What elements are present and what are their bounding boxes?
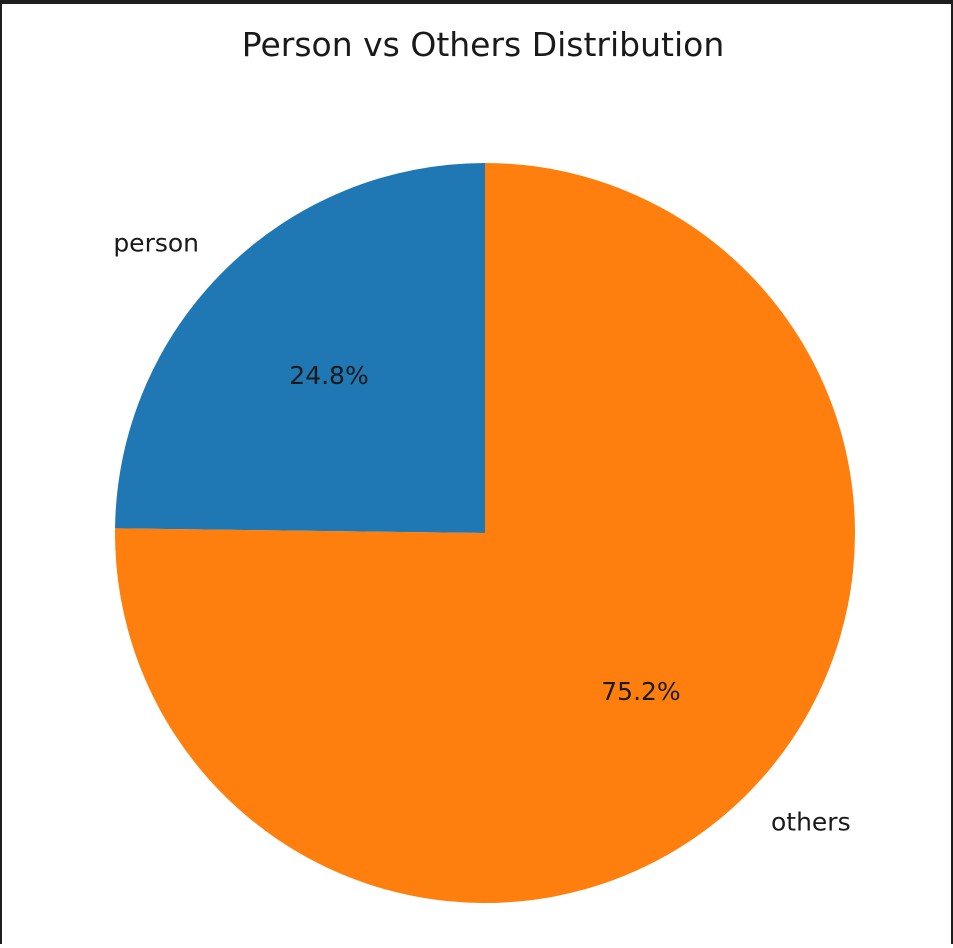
slice-pct-label-person: 24.8%	[289, 361, 368, 390]
pie-chart: Person vs Others Distribution person 24.8…	[113, 25, 855, 903]
pie-labels: person 24.8% others 75.2%	[113, 228, 850, 836]
pie-slice-person	[115, 163, 486, 533]
pie-slices	[115, 163, 855, 903]
chart-title: Person vs Others Distribution	[242, 25, 725, 64]
slice-pct-label-others: 75.2%	[601, 677, 680, 706]
pie-slice-others	[115, 163, 855, 903]
slice-label-person: person	[113, 228, 199, 257]
slice-label-others: others	[771, 808, 851, 837]
